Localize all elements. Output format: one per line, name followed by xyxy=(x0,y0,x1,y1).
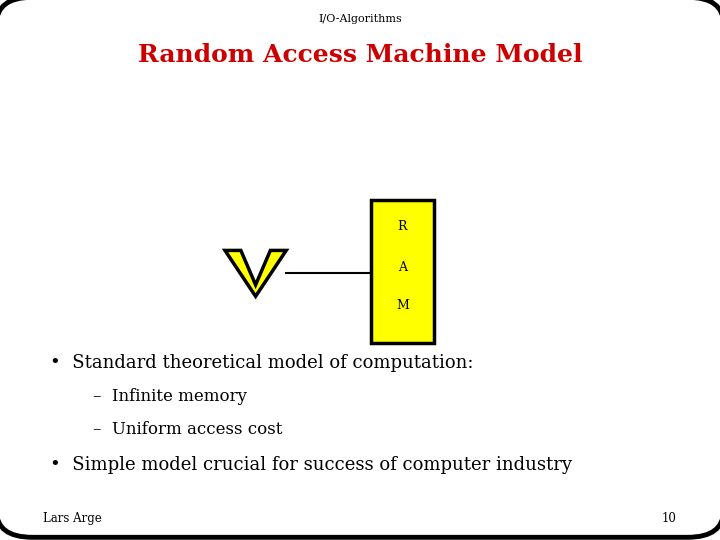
Text: –  Infinite memory: – Infinite memory xyxy=(72,388,247,404)
Text: A: A xyxy=(398,261,407,274)
Text: Random Access Machine Model: Random Access Machine Model xyxy=(138,43,582,67)
Polygon shape xyxy=(225,251,287,296)
Text: •  Standard theoretical model of computation:: • Standard theoretical model of computat… xyxy=(50,354,474,372)
Text: •  Simple model crucial for success of computer industry: • Simple model crucial for success of co… xyxy=(50,456,572,474)
Text: I/O-Algorithms: I/O-Algorithms xyxy=(318,14,402,24)
Text: R: R xyxy=(397,220,408,233)
Text: –  Uniform access cost: – Uniform access cost xyxy=(72,421,282,438)
Text: 10: 10 xyxy=(662,512,677,525)
Text: Lars Arge: Lars Arge xyxy=(43,512,102,525)
Text: M: M xyxy=(396,299,409,312)
Bar xyxy=(371,200,434,343)
